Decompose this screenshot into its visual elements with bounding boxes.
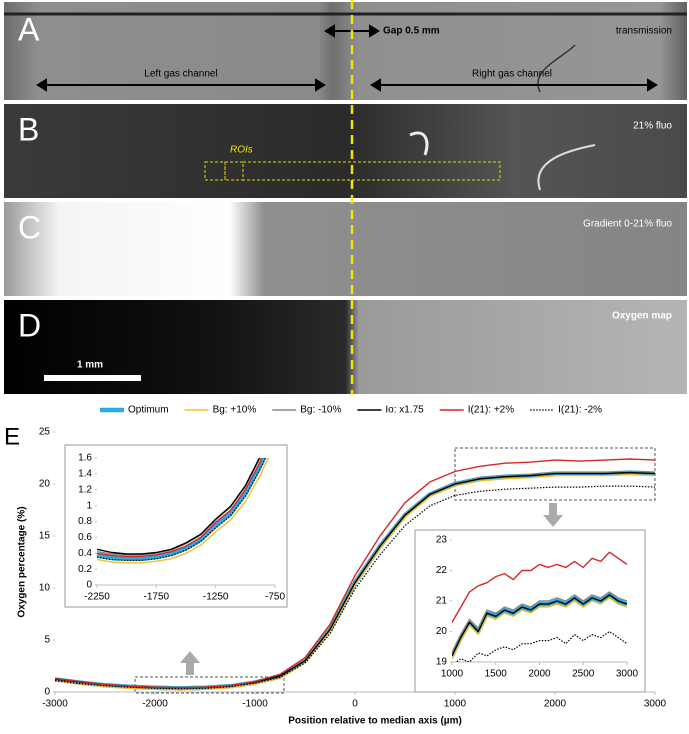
x-tick-label: -2250: [84, 592, 110, 603]
series-line: [455, 630, 627, 662]
inset-frame: [64, 444, 288, 608]
y-tick-label: 0.8: [78, 516, 92, 527]
y-tick-label: 21: [436, 596, 448, 607]
image-panels: A B C D Gap 0.5 mm transmission Left gas…: [4, 0, 687, 395]
series-line: [55, 458, 655, 689]
x-tick-label: 1000: [441, 669, 464, 680]
legend-label: Bg: -10%: [300, 405, 341, 416]
panel-image-c: [4, 202, 687, 296]
y-tick-label: 1.6: [78, 453, 92, 464]
x-tick-label: 2000: [544, 699, 567, 710]
series-line: [55, 473, 655, 691]
y-tick-label: 1.4: [78, 469, 92, 480]
y-tick-label: 22: [436, 565, 448, 576]
y-tick-label: 25: [39, 427, 51, 438]
y-axis-label: Oxygen percentage (%): [17, 506, 28, 617]
annotation: Gap 0.5 mm: [383, 26, 440, 37]
x-tick-label: -1000: [242, 699, 268, 710]
legend-label: Bg: +10%: [213, 405, 257, 416]
panel-label: D: [18, 307, 41, 343]
series-line: [97, 458, 263, 558]
x-tick-label: 1500: [485, 669, 508, 680]
legend-label: I(21): +2%: [468, 405, 515, 416]
series-group: [97, 458, 270, 564]
y-tick-label: 0.6: [78, 532, 92, 543]
fibre: [409, 131, 429, 156]
y-tick-label: 20: [39, 479, 51, 490]
zoom-arrow: [543, 503, 563, 527]
chart: 0 0.2 0.4 0.6 0.8 1 1.2 1.4 1.6 -2250 -1750 -1250 -7…: [64, 444, 288, 608]
x-tick-label: -750: [265, 592, 285, 603]
series-group: [55, 458, 655, 691]
fibre: [537, 144, 596, 191]
y-tick-label: 19: [436, 657, 448, 668]
x-tick-label: 2500: [572, 669, 595, 680]
series-line: [97, 458, 261, 555]
annotation: 21% fluo: [633, 121, 672, 132]
legend-label: Io: x1.75: [385, 405, 424, 416]
panel-label: E: [4, 423, 20, 450]
y-tick-label: 0: [44, 687, 50, 698]
legend-label: I(21): -2%: [558, 405, 602, 416]
x-tick-label: -2000: [142, 699, 168, 710]
y-tick-label: 10: [39, 583, 51, 594]
legend: Optimum Bg: +10% Bg: -10% Io: x1.75 I(21): +…: [100, 405, 602, 416]
y-tick-label: 0.4: [78, 548, 92, 559]
legend-label: Optimum: [128, 405, 169, 416]
panel-label: A: [18, 11, 40, 47]
panel-image-b: [4, 104, 687, 198]
y-tick-label: 0: [86, 580, 92, 591]
annotation: Right gas channel: [472, 69, 552, 80]
panel-label: B: [18, 111, 39, 147]
y-tick-label: 20: [436, 626, 448, 637]
scale-bar-label: 1 mm: [77, 360, 103, 371]
x-tick-label: 2000: [528, 669, 551, 680]
series-line: [452, 591, 627, 654]
roi-boxes: [204, 161, 501, 181]
series-group: [452, 551, 627, 662]
x-tick-label: -3000: [42, 699, 68, 710]
y-tick-label: 23: [436, 535, 448, 546]
annotation: ROIs: [230, 145, 253, 156]
x-tick-label: 3000: [644, 699, 667, 710]
series-line: [452, 551, 627, 623]
x-tick-label: -1750: [144, 592, 170, 603]
annotation: Gradient 0-21% fluo: [583, 219, 672, 230]
zoom-arrow: [180, 651, 200, 675]
series-line: [97, 458, 267, 561]
series-line: [452, 597, 627, 660]
y-tick-label: 1: [86, 500, 92, 511]
x-tick-label: 1000: [444, 699, 467, 710]
series-line: [97, 458, 267, 562]
panel-image-a: [4, 2, 687, 100]
annotation: Left gas channel: [144, 69, 217, 80]
series-line: [55, 485, 655, 690]
zoom-box: [454, 447, 656, 501]
y-tick-label: 5: [44, 635, 50, 646]
y-tick-label: 1.2: [78, 484, 92, 495]
chart: 19 20 21 22 23 1000 1500 2000 2500 3000: [414, 529, 646, 693]
series-line: [452, 594, 627, 657]
y-tick-label: 15: [39, 531, 51, 542]
x-tick-label: 3000: [616, 669, 639, 680]
y-tick-label: 0.2: [78, 564, 92, 575]
x-tick-label: -1250: [203, 592, 229, 603]
series-line: [97, 458, 270, 564]
panel-label: C: [18, 209, 41, 245]
annotation: Oxygen map: [612, 311, 672, 322]
arrows: [36, 24, 658, 92]
x-tick-label: 0: [352, 699, 358, 710]
annotation: transmission: [616, 26, 672, 37]
x-axis-label: Position relative to median axis (µm): [288, 716, 462, 727]
scale-bar: [44, 375, 141, 381]
fibre: [537, 44, 576, 93]
